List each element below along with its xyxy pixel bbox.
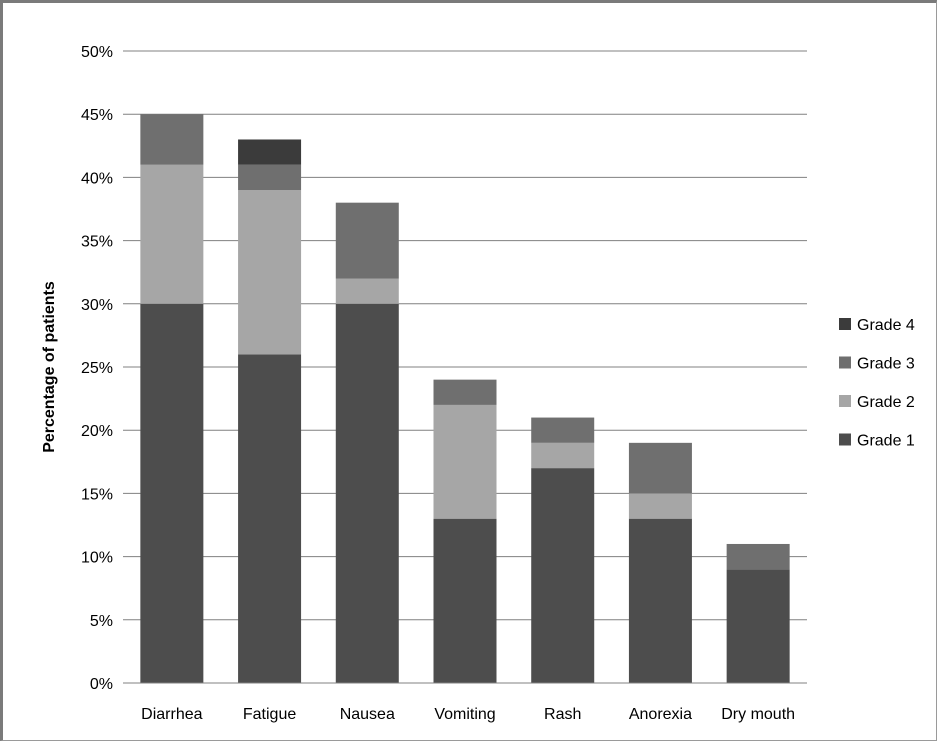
bar-segment-grade-1: [531, 468, 595, 683]
bar-segment-grade-1: [335, 303, 399, 683]
bars: [140, 114, 790, 683]
gridlines: [123, 50, 807, 621]
bar-segment-grade-3: [628, 442, 692, 494]
legend-swatch-grade-2: [839, 395, 851, 407]
y-tick-label: 40%: [81, 170, 113, 187]
bar-segment-grade-1: [628, 518, 692, 683]
bar-segment-grade-1: [140, 303, 204, 683]
x-tick-label: Rash: [544, 706, 581, 723]
bar-segment-grade-4: [238, 139, 302, 165]
y-tick-label: 0%: [90, 676, 113, 693]
bar-segment-grade-1: [726, 569, 790, 683]
legend-swatch-grade-3: [839, 356, 851, 369]
bar-segment-grade-1: [433, 518, 497, 683]
bar-segment-grade-1: [238, 354, 302, 683]
legend-label: Grade 4: [857, 317, 915, 334]
legend-label: Grade 3: [857, 356, 915, 373]
bar-segment-grade-3: [726, 543, 790, 570]
legend-swatch-grade-1: [839, 433, 851, 446]
y-tick-label: 25%: [81, 360, 113, 377]
bar-segment-grade-2: [140, 164, 204, 304]
bar-segment-grade-2: [433, 404, 497, 519]
bar-segment-grade-3: [433, 379, 497, 405]
bar-segment-grade-3: [140, 114, 204, 165]
x-tick-label: Nausea: [340, 706, 395, 723]
y-tick-label: 35%: [81, 234, 113, 251]
y-tick-label: 5%: [90, 613, 113, 630]
x-tick-labels: Diarrhea Fatigue Nausea Vomiting Rash Anorexi…: [141, 706, 795, 723]
x-tick-label: Diarrhea: [141, 706, 202, 723]
x-tick-label: Fatigue: [243, 706, 296, 723]
bar-segment-grade-2: [628, 493, 692, 519]
y-tick-label: 20%: [81, 423, 113, 440]
bar-segment-grade-3: [335, 202, 399, 279]
bar-segment-grade-2: [335, 278, 399, 304]
y-axis-title: Percentage of patients: [41, 281, 58, 453]
x-tick-label: Vomiting: [434, 706, 495, 723]
bar-segment-grade-3: [238, 164, 302, 191]
bar-segment-grade-2: [531, 442, 595, 469]
y-tick-label: 10%: [81, 550, 113, 567]
y-tick-labels: 0% 5% 10% 15% 20% 25% 30% 35% 40% 45% 50%: [81, 44, 113, 693]
y-tick-label: 30%: [81, 297, 113, 314]
legend-swatch-grade-4: [839, 318, 851, 330]
bar-segment-grade-3: [531, 417, 595, 443]
x-tick-label: Anorexia: [629, 706, 692, 723]
legend-label: Grade 1: [857, 433, 915, 450]
legend: Grade 4 Grade 3 Grade 2 Grade 1: [839, 317, 915, 450]
y-tick-label: 50%: [81, 44, 113, 61]
bar-segment-grade-2: [238, 190, 302, 355]
y-tick-label: 15%: [81, 486, 113, 503]
x-tick-label: Dry mouth: [721, 706, 795, 723]
legend-label: Grade 2: [857, 394, 915, 411]
y-tick-label: 45%: [81, 107, 113, 124]
